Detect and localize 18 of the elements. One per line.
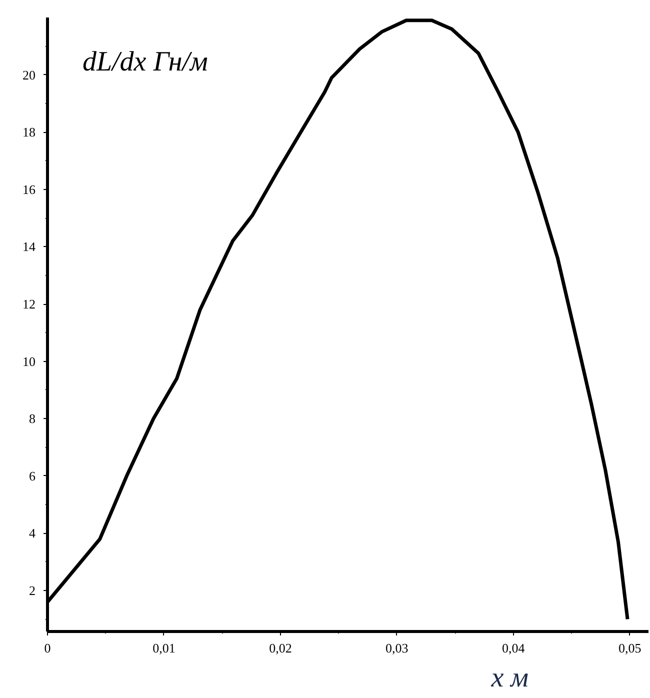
x-tick-label: 0 bbox=[44, 640, 51, 656]
x-tick-label: 0,04 bbox=[502, 640, 526, 656]
y-tick-label: 4 bbox=[29, 526, 36, 541]
y-tick-label: 10 bbox=[22, 354, 36, 369]
y-tick-label: 16 bbox=[22, 182, 36, 197]
y-tick-label: 20 bbox=[22, 67, 36, 82]
y-tick-label: 18 bbox=[22, 124, 36, 140]
y-axis-title: dL/dx Гн/м bbox=[82, 46, 208, 78]
y-tick-label: 8 bbox=[29, 411, 36, 426]
y-tick-label: 14 bbox=[22, 239, 36, 254]
y-tick-label: 6 bbox=[29, 468, 36, 484]
x-tick-label: 0,05 bbox=[618, 640, 642, 656]
x-tick-label: 0,02 bbox=[269, 640, 292, 656]
x-tick-label: 0,03 bbox=[386, 640, 408, 656]
y-tick-label: 2 bbox=[29, 583, 36, 598]
x-axis-title: x м bbox=[490, 662, 529, 694]
y-tick-label: 12 bbox=[22, 296, 36, 312]
x-tick-label: 0,01 bbox=[152, 640, 176, 656]
